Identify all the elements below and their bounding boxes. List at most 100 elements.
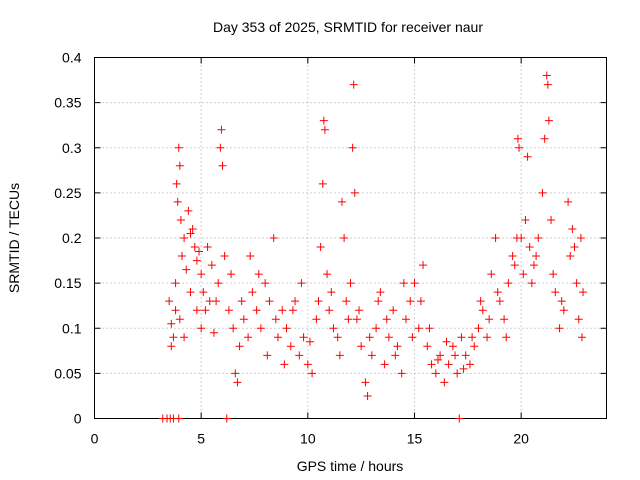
data-point [340,234,349,242]
data-point [380,360,389,369]
data-point [549,270,558,279]
data-point [288,306,297,315]
data-point [500,315,509,324]
data-point [216,143,225,152]
data-point [305,337,314,346]
data-point [174,414,183,423]
y-tick-label: 0.4 [62,50,82,66]
data-point [427,360,436,369]
data-point [557,297,566,306]
data-point [465,360,474,369]
data-point [397,369,406,378]
data-point [365,333,374,342]
y-tick-label: 0.3 [62,140,82,156]
data-point [184,206,193,215]
y-tick-label: 0 [74,411,82,427]
data-point [214,279,223,288]
data-point [192,256,201,265]
data-point [286,342,295,351]
data-point [218,161,227,170]
data-point [399,279,408,288]
y-tick-label: 0.25 [54,185,81,201]
data-point [167,342,176,351]
data-point [295,351,304,360]
data-point [312,315,321,324]
data-point [391,351,400,360]
data-point [508,252,517,261]
data-point [323,270,332,279]
data-point [451,351,460,360]
data-point [525,243,534,252]
data-point [261,279,270,288]
data-point [540,134,549,143]
data-point [171,279,180,288]
data-point [576,234,585,242]
data-point [572,279,581,288]
data-point [209,328,218,337]
data-point [248,288,257,297]
data-point [314,297,323,306]
data-point [203,243,212,252]
data-point [457,333,466,342]
data-point [171,306,180,315]
data-point [269,234,278,242]
data-point [174,143,183,152]
data-point [177,252,186,261]
data-point [278,306,287,315]
data-point [513,134,522,143]
data-point [515,143,524,152]
data-point [389,306,398,315]
y-tick-label: 0.2 [62,230,82,246]
data-point [197,324,206,333]
data-point [493,288,502,297]
data-point [176,215,185,224]
data-points [158,71,588,423]
data-point [401,315,410,324]
x-tick-label: 10 [300,431,316,447]
data-point [372,324,381,333]
data-point [363,391,372,400]
data-point [319,116,328,125]
data-point [425,324,434,333]
data-point [195,247,204,256]
data-point [165,297,174,306]
data-point [519,270,528,279]
data-point [566,252,575,261]
data-point [188,224,197,233]
data-point [246,252,255,261]
data-point [444,360,453,369]
data-point [510,261,519,270]
data-point [352,315,361,324]
data-point [265,297,274,306]
data-point [442,337,451,346]
data-point [483,333,492,342]
data-point [180,333,189,342]
data-point [534,234,543,242]
y-tick-label: 0.05 [54,365,81,381]
data-point [199,288,208,297]
data-point [564,197,573,206]
data-point [273,333,282,342]
data-point [175,315,184,324]
data-point [419,261,428,270]
data-point [384,333,393,342]
data-point [543,80,552,89]
data-point [220,252,229,261]
data-point [318,179,327,188]
data-point [361,378,370,387]
data-point [551,288,560,297]
data-point [570,243,579,252]
data-point [357,342,366,351]
data-point [316,243,325,252]
data-point [344,315,353,324]
data-point [299,333,308,342]
data-point [263,351,272,360]
data-point [224,306,233,315]
data-point [350,188,359,197]
data-point [453,369,462,378]
data-point [495,297,504,306]
data-point [523,152,532,161]
data-point [329,324,338,333]
data-point [547,215,556,224]
data-point [291,297,300,306]
